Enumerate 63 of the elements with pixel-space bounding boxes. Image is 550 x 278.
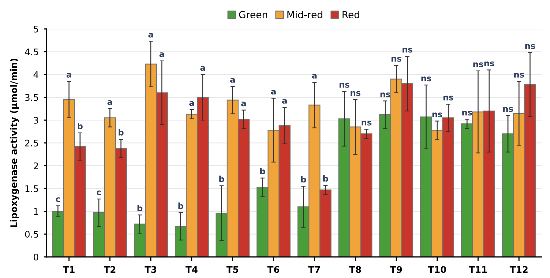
annotation: a: [160, 52, 164, 58]
legend-label: Mid-red: [288, 11, 323, 19]
annotation: b: [118, 129, 124, 136]
y-tick-label: 4.5: [25, 48, 38, 56]
annotation: b: [178, 202, 184, 210]
annotation: a: [241, 102, 246, 107]
annotation: b: [323, 175, 328, 182]
x-tick-label: T11: [469, 266, 488, 274]
annotation: c: [97, 190, 102, 196]
x-tick-label: T6: [268, 266, 280, 274]
y-tick-label: 0: [34, 254, 39, 261]
annotation: ns: [444, 96, 454, 101]
annotation: ns: [422, 76, 432, 82]
annotation: a: [271, 90, 276, 95]
annotation: ns: [402, 48, 413, 53]
x-tick-label: T5: [226, 266, 238, 274]
annotation: ns: [350, 91, 361, 96]
y-tick-label: 5: [34, 26, 38, 33]
annotation: ns: [392, 57, 402, 62]
annotation: ns: [340, 83, 350, 88]
annotation: a: [108, 100, 112, 106]
y-tick-label: 2: [34, 162, 38, 170]
x-tick-label: T9: [390, 266, 402, 274]
annotation: ns: [474, 62, 484, 68]
annotation: a: [312, 74, 317, 79]
annotation: b: [260, 168, 266, 175]
y-tick-label: 3.5: [25, 94, 38, 102]
annotation: b: [78, 122, 83, 130]
annotation: ns: [503, 107, 514, 112]
annotation: a: [66, 73, 72, 78]
legend-label: Red: [342, 11, 360, 19]
x-tick-label: T12: [510, 266, 528, 274]
y-tick-label: 4: [34, 72, 39, 78]
annotation: b: [138, 205, 143, 212]
x-tick-label: T8: [349, 266, 362, 274]
x-tick-label: T3: [144, 266, 157, 274]
x-tick-label: T10: [428, 266, 446, 274]
annotation: ns: [362, 121, 372, 126]
annotation: ns: [432, 112, 442, 118]
annotation: ns: [484, 62, 494, 67]
annotation: b: [220, 176, 224, 182]
x-tick-label: T1: [63, 266, 75, 274]
annotation: ns: [514, 73, 524, 78]
annotation: a: [282, 99, 287, 104]
annotation: c: [56, 198, 60, 202]
annotation: ns: [462, 110, 472, 116]
y-axis-title: Lipoxygenase activity (µmol/min): [10, 58, 20, 228]
annotation: b: [301, 176, 306, 183]
annotation: ns: [380, 92, 391, 98]
legend-label: Green: [239, 11, 268, 19]
y-tick-label: 1: [34, 208, 38, 215]
x-tick-label: T2: [104, 266, 116, 274]
y-tick-label: 2.5: [25, 140, 38, 147]
annotation: a: [230, 78, 236, 83]
annotation: a: [190, 101, 194, 106]
annotation: ns: [526, 44, 536, 50]
y-tick-label: 3: [34, 117, 38, 124]
annotation: a: [200, 66, 206, 72]
y-tick-label: 1.5: [26, 186, 38, 192]
y-tick-label: 0.5: [25, 231, 38, 238]
annotation: a: [148, 33, 154, 38]
x-tick-label: T4: [186, 266, 198, 274]
x-tick-label: T7: [308, 266, 320, 274]
